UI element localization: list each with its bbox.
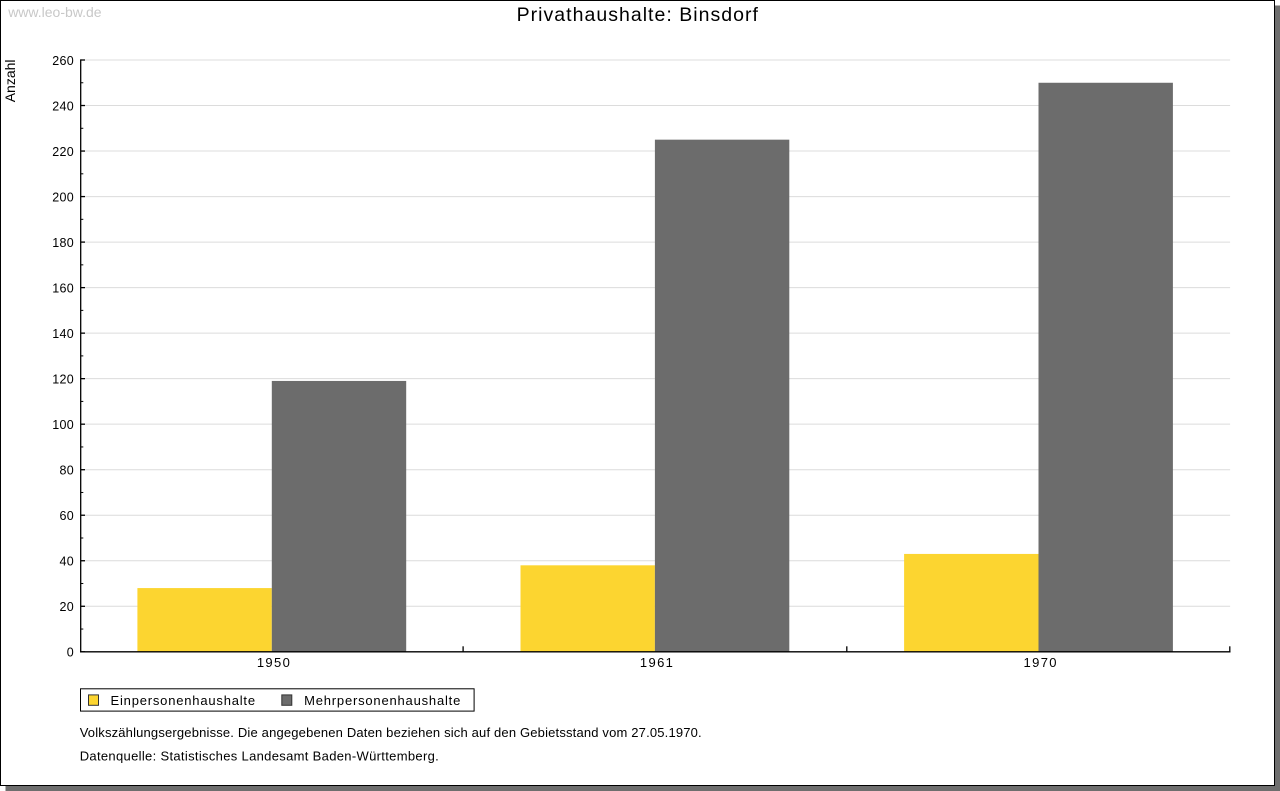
svg-text:240: 240 xyxy=(52,99,74,113)
svg-text:www.leo-bw.de: www.leo-bw.de xyxy=(7,4,102,20)
svg-text:100: 100 xyxy=(52,418,74,432)
svg-text:40: 40 xyxy=(59,555,74,569)
svg-text:120: 120 xyxy=(52,373,74,387)
svg-text:180: 180 xyxy=(52,236,74,250)
svg-text:Privathaushalte: Binsdorf: Privathaushalte: Binsdorf xyxy=(517,4,759,26)
svg-text:60: 60 xyxy=(59,509,74,523)
svg-text:Anzahl: Anzahl xyxy=(2,59,18,102)
svg-text:1961: 1961 xyxy=(640,655,674,670)
svg-text:Datenquelle: Statistisches Lan: Datenquelle: Statistisches Landesamt Bad… xyxy=(80,749,439,764)
svg-text:1970: 1970 xyxy=(1024,655,1058,670)
svg-text:160: 160 xyxy=(52,282,74,296)
svg-text:80: 80 xyxy=(59,464,74,478)
svg-text:200: 200 xyxy=(52,190,74,204)
svg-text:Volkszählungsergebnisse. Die a: Volkszählungsergebnisse. Die angegebenen… xyxy=(80,725,702,740)
svg-text:0: 0 xyxy=(67,646,74,660)
svg-text:1950: 1950 xyxy=(257,655,291,670)
svg-text:220: 220 xyxy=(52,145,74,159)
svg-text:260: 260 xyxy=(52,54,74,68)
svg-text:140: 140 xyxy=(52,327,74,341)
svg-text:20: 20 xyxy=(59,600,74,614)
svg-text:Mehrpersonenhaushalte: Mehrpersonenhaushalte xyxy=(304,693,461,708)
svg-text:Einpersonenhaushalte: Einpersonenhaushalte xyxy=(111,693,256,708)
